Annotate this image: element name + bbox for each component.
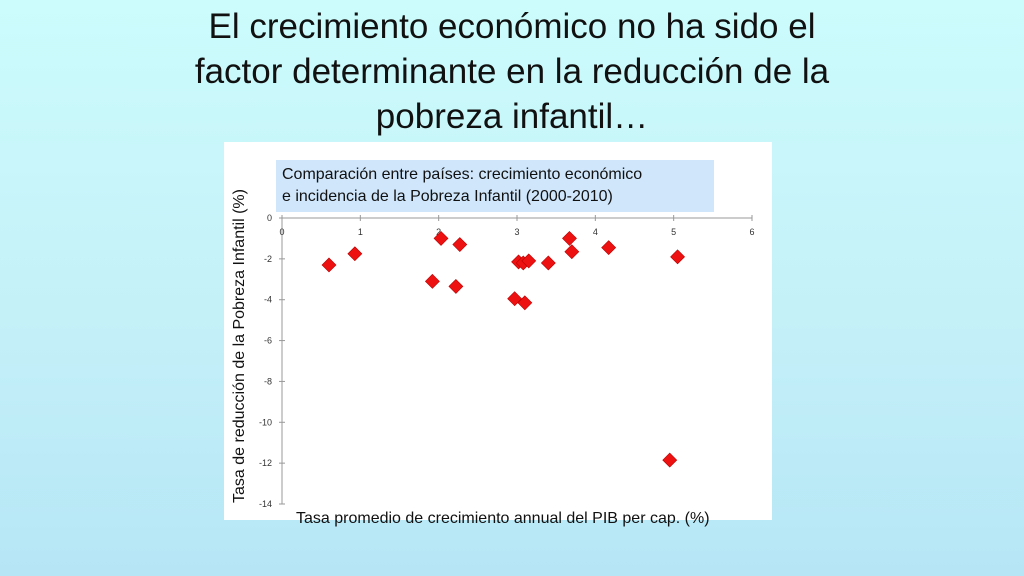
y-tick-label: -8	[264, 376, 272, 386]
x-tick-label: 5	[671, 227, 676, 237]
x-tick-label: 3	[514, 227, 519, 237]
y-tick-label: -4	[264, 295, 272, 305]
y-tick-label: 0	[267, 213, 272, 223]
data-point	[424, 273, 440, 289]
data-point	[517, 295, 533, 311]
data-point	[321, 257, 337, 273]
data-point	[448, 279, 464, 294]
chart-title: Comparación entre países: crecimiento ec…	[276, 160, 714, 212]
y-tick-label: -12	[259, 458, 272, 468]
data-point	[662, 452, 678, 468]
x-tick-label: 2	[436, 227, 441, 237]
y-axis-title: Tasa de reducción de la Pobreza Infantil…	[231, 189, 248, 503]
x-tick-label: 1	[358, 227, 363, 237]
data-point	[562, 231, 577, 246]
x-tick-label: 0	[279, 227, 284, 237]
data-points	[321, 231, 686, 468]
y-tick-label: -10	[259, 417, 272, 427]
data-point	[433, 231, 449, 246]
x-tick-label: 6	[749, 227, 754, 237]
x-tick-label: 4	[593, 227, 598, 237]
chart-axes: 0 1 2 3 4 5 6 0 -2 -4 -6 -8 -10 -12 -14	[259, 213, 755, 509]
data-point	[601, 240, 617, 256]
y-tick-label: -6	[264, 336, 272, 346]
data-point	[347, 246, 363, 262]
data-point	[540, 255, 556, 271]
y-tick-label: -2	[264, 254, 272, 264]
slide-title: El crecimiento económico no ha sido el f…	[194, 7, 830, 136]
data-point	[521, 253, 537, 269]
data-point	[670, 249, 686, 265]
data-point	[452, 237, 468, 252]
x-axis-title: Tasa promedio de crecimiento annual del …	[296, 510, 710, 527]
data-point	[564, 244, 580, 260]
y-tick-label: -14	[259, 499, 272, 509]
